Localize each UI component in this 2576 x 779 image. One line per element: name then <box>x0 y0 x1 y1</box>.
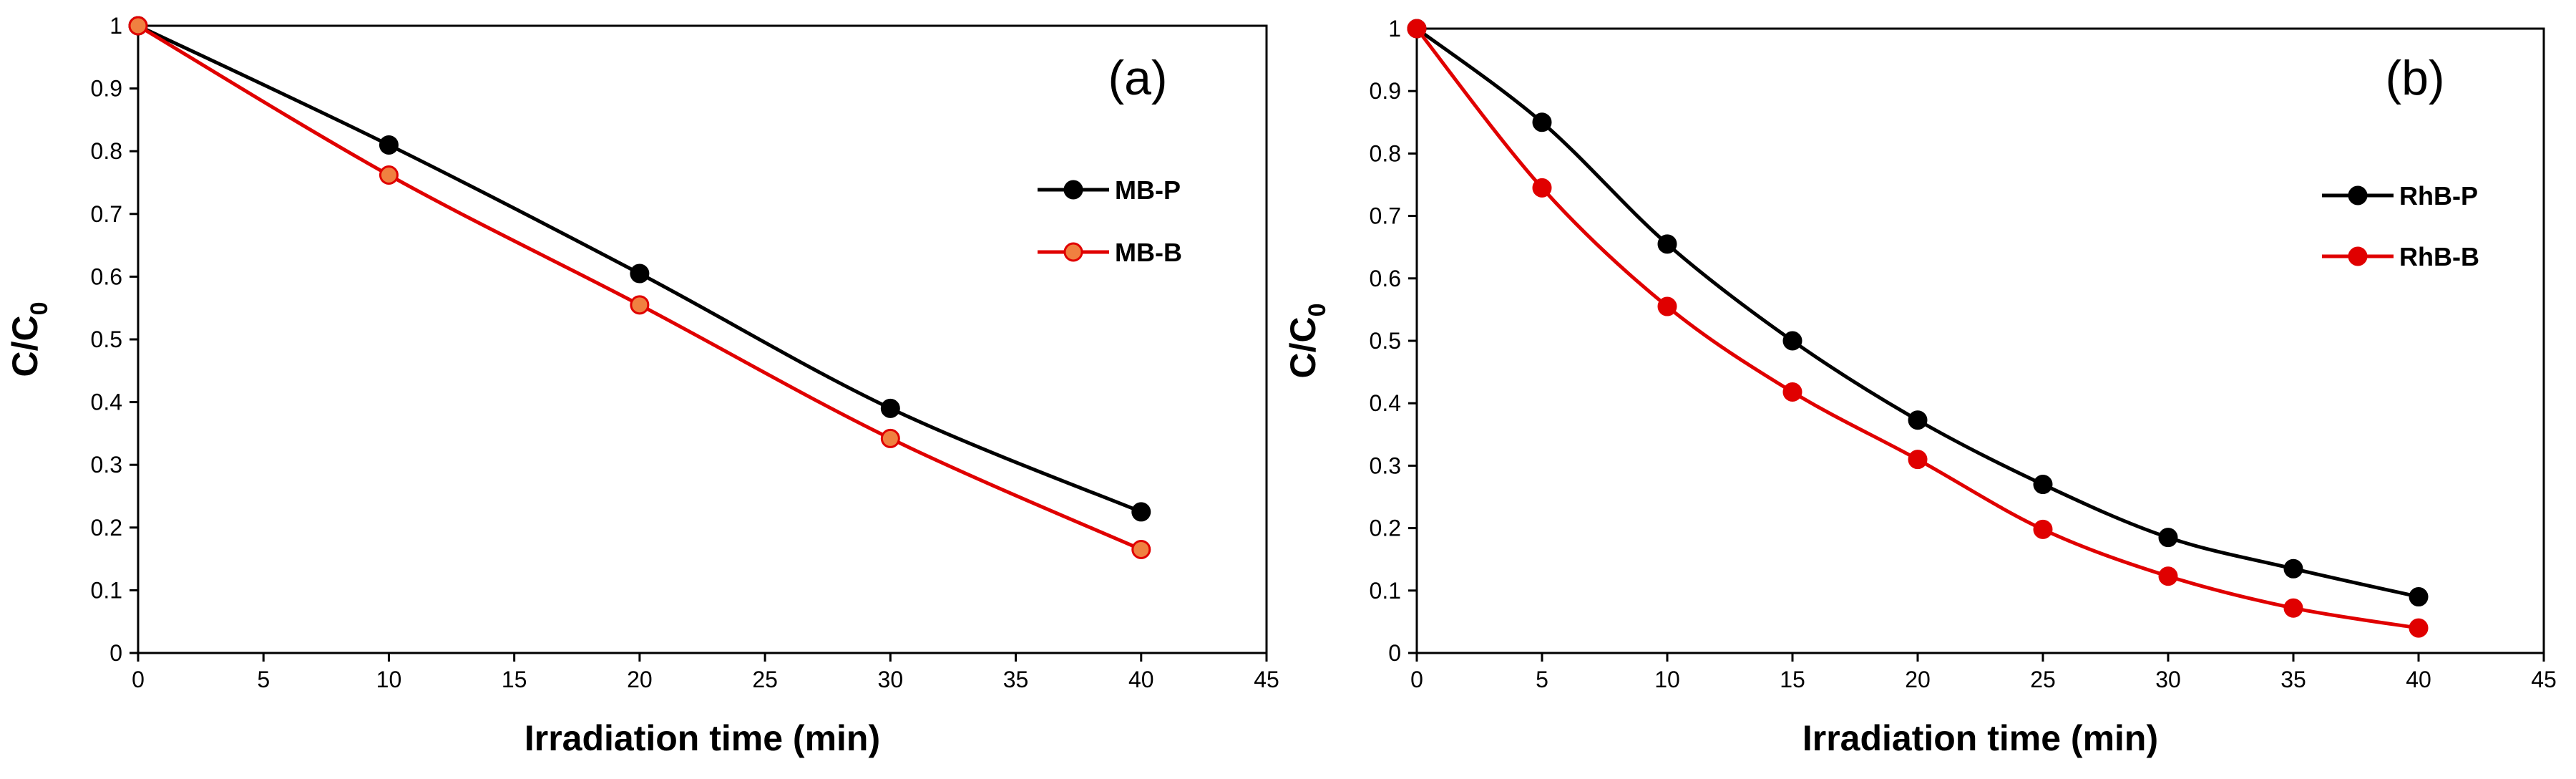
data-point <box>2033 475 2053 495</box>
legend-item-MB-B: MB-B <box>1038 238 1182 267</box>
y-axis-title-main: C/C <box>1283 316 1323 378</box>
series-RhB-B <box>1407 19 2429 638</box>
y-tick-label: 0.5 <box>91 326 122 352</box>
y-tick-label: 0.5 <box>1370 328 1401 354</box>
x-tick-label: 5 <box>257 667 270 692</box>
data-point <box>630 263 650 284</box>
y-tick-label: 0.6 <box>1370 266 1401 291</box>
y-axis-title: C/C0 <box>5 301 53 377</box>
y-tick-label: 1 <box>109 13 122 39</box>
data-point <box>2409 618 2429 638</box>
legend-item-RhB-B: RhB-B <box>2322 242 2479 271</box>
y-tick-label: 0.3 <box>91 452 122 478</box>
x-tick-label: 10 <box>376 667 402 692</box>
x-tick-label: 0 <box>132 667 145 692</box>
data-point <box>2283 558 2303 579</box>
legend-label: MB-P <box>1115 175 1181 205</box>
y-axis-title-subscript: 0 <box>1304 303 1331 316</box>
data-point <box>880 428 900 448</box>
x-tick-label: 45 <box>2531 667 2557 692</box>
data-point <box>880 398 900 418</box>
data-point <box>1657 296 1677 316</box>
data-point <box>2409 587 2429 607</box>
x-axis-title: Irradiation time (min) <box>525 718 880 758</box>
data-point <box>1131 539 1151 559</box>
x-tick-label: 10 <box>1654 667 1680 692</box>
y-tick-label: 0.8 <box>1370 140 1401 166</box>
legend-marker <box>1063 180 1083 200</box>
x-tick-label: 40 <box>1128 667 1154 692</box>
data-point <box>630 295 650 315</box>
y-tick-label: 0.4 <box>91 390 122 415</box>
x-tick-label: 0 <box>1410 667 1423 692</box>
chart-panel-b: 00.10.20.30.40.50.60.70.80.910 5 10 15 20 25 3… <box>1283 16 2557 758</box>
data-point <box>128 16 148 36</box>
y-tick-label: 0.1 <box>1370 578 1401 604</box>
data-point <box>1532 112 1552 132</box>
y-tick-label: 0.7 <box>91 201 122 227</box>
legend-item-MB-P: MB-P <box>1038 175 1181 205</box>
legend-item-RhB-P: RhB-P <box>2322 181 2478 211</box>
series-line <box>1415 27 2419 630</box>
data-point <box>1908 450 1928 470</box>
x-tick-label: 35 <box>1003 667 1029 692</box>
series-RhB-P <box>1407 19 2429 607</box>
x-tick-label: 15 <box>502 667 527 692</box>
data-point <box>379 135 399 155</box>
data-point <box>1782 382 1802 402</box>
y-axis-title: C/C0 <box>1283 303 1331 378</box>
data-point <box>379 165 399 185</box>
data-point <box>2033 519 2053 539</box>
data-point <box>2158 528 2178 548</box>
legend-marker <box>2348 246 2368 266</box>
y-tick-label: 1 <box>1388 16 1401 42</box>
y-tick-label: 0.9 <box>91 76 122 102</box>
legend-marker <box>1063 242 1083 262</box>
panel-label: (a) <box>1108 51 1167 105</box>
y-tick-label: 0.6 <box>91 263 122 289</box>
y-tick-label: 0.4 <box>1370 390 1401 416</box>
x-tick-label: 5 <box>1536 667 1548 692</box>
x-tick-label: 20 <box>1905 667 1931 692</box>
x-tick-label: 30 <box>878 667 904 692</box>
x-axis-title: Irradiation time (min) <box>1802 718 2158 758</box>
legend-marker <box>2348 185 2368 205</box>
series-MB-B <box>128 16 1151 559</box>
y-tick-label: 0 <box>1388 640 1401 666</box>
y-tick-label: 0 <box>109 640 122 666</box>
data-point <box>2283 598 2303 618</box>
panel-label: (b) <box>2385 51 2444 105</box>
x-tick-label: 40 <box>2406 667 2431 692</box>
x-tick-label: 20 <box>627 667 653 692</box>
y-tick-label: 0.2 <box>91 515 122 541</box>
data-point <box>1908 410 1928 430</box>
y-tick-label: 0.8 <box>91 138 122 164</box>
x-tick-label: 35 <box>2280 667 2306 692</box>
y-tick-label: 0.2 <box>1370 516 1401 541</box>
data-point <box>1782 331 1802 351</box>
y-tick-label: 0.7 <box>1370 203 1401 229</box>
legend-label: RhB-P <box>2399 181 2478 211</box>
legend-label: MB-B <box>1115 238 1182 267</box>
y-tick-label: 0.9 <box>1370 78 1401 104</box>
data-point <box>1407 19 1427 39</box>
chart-panel-a: 00.10.20.30.40.50.60.70.80.910 5 10 15 20 25 3… <box>5 13 1279 758</box>
data-point <box>1131 502 1151 522</box>
y-axis-title-subscript: 0 <box>26 301 53 315</box>
x-tick-label: 25 <box>2030 667 2056 692</box>
x-tick-label: 25 <box>752 667 778 692</box>
data-point <box>2158 566 2178 586</box>
y-axis-title-main: C/C <box>5 315 45 377</box>
y-tick-label: 0.1 <box>91 577 122 603</box>
data-point <box>1532 178 1552 198</box>
data-point <box>1657 234 1677 254</box>
y-tick-label: 0.3 <box>1370 453 1401 478</box>
legend-label: RhB-B <box>2399 242 2479 271</box>
x-tick-label: 45 <box>1254 667 1279 692</box>
x-tick-label: 15 <box>1780 667 1805 692</box>
x-tick-label: 30 <box>2155 667 2181 692</box>
